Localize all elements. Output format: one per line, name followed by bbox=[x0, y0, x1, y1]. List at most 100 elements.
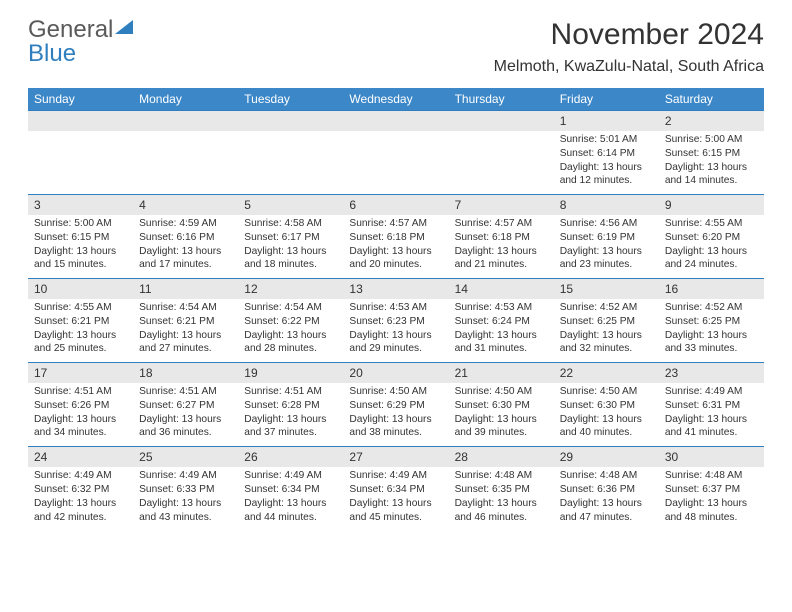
daylight-text: Daylight: 13 hours and 44 minutes. bbox=[244, 497, 337, 525]
day-data-cell: Sunrise: 4:49 AMSunset: 6:33 PMDaylight:… bbox=[133, 467, 238, 530]
sunrise-text: Sunrise: 5:01 AM bbox=[560, 133, 653, 147]
day-header: Monday bbox=[133, 88, 238, 111]
sunset-text: Sunset: 6:23 PM bbox=[349, 315, 442, 329]
sunset-text: Sunset: 6:14 PM bbox=[560, 147, 653, 161]
day-data-cell: Sunrise: 4:52 AMSunset: 6:25 PMDaylight:… bbox=[659, 299, 764, 363]
day-number-cell: 13 bbox=[343, 279, 448, 300]
day-number-cell: 16 bbox=[659, 279, 764, 300]
sunrise-text: Sunrise: 4:48 AM bbox=[455, 469, 548, 483]
sunset-text: Sunset: 6:31 PM bbox=[665, 399, 758, 413]
day-data-cell: Sunrise: 4:57 AMSunset: 6:18 PMDaylight:… bbox=[449, 215, 554, 279]
sunrise-text: Sunrise: 4:51 AM bbox=[34, 385, 127, 399]
sunset-text: Sunset: 6:18 PM bbox=[349, 231, 442, 245]
daylight-text: Daylight: 13 hours and 43 minutes. bbox=[139, 497, 232, 525]
daylight-text: Daylight: 13 hours and 29 minutes. bbox=[349, 329, 442, 357]
day-data-cell: Sunrise: 4:55 AMSunset: 6:20 PMDaylight:… bbox=[659, 215, 764, 279]
day-data-cell: Sunrise: 4:52 AMSunset: 6:25 PMDaylight:… bbox=[554, 299, 659, 363]
day-data-cell: Sunrise: 4:50 AMSunset: 6:29 PMDaylight:… bbox=[343, 383, 448, 447]
sunset-text: Sunset: 6:15 PM bbox=[665, 147, 758, 161]
sunrise-text: Sunrise: 4:52 AM bbox=[560, 301, 653, 315]
daylight-text: Daylight: 13 hours and 40 minutes. bbox=[560, 413, 653, 441]
day-header: Saturday bbox=[659, 88, 764, 111]
sunrise-text: Sunrise: 4:48 AM bbox=[560, 469, 653, 483]
day-number-cell: 29 bbox=[554, 447, 659, 468]
day-number-cell: 5 bbox=[238, 195, 343, 216]
day-number-cell: 3 bbox=[28, 195, 133, 216]
day-number-cell: 27 bbox=[343, 447, 448, 468]
day-number-cell: 24 bbox=[28, 447, 133, 468]
daylight-text: Daylight: 13 hours and 14 minutes. bbox=[665, 161, 758, 189]
day-data-cell: Sunrise: 4:50 AMSunset: 6:30 PMDaylight:… bbox=[449, 383, 554, 447]
daylight-text: Daylight: 13 hours and 25 minutes. bbox=[34, 329, 127, 357]
daylight-text: Daylight: 13 hours and 18 minutes. bbox=[244, 245, 337, 273]
day-number-cell: 28 bbox=[449, 447, 554, 468]
day-number-cell: 14 bbox=[449, 279, 554, 300]
day-data-cell: Sunrise: 4:48 AMSunset: 6:35 PMDaylight:… bbox=[449, 467, 554, 530]
sunrise-text: Sunrise: 4:50 AM bbox=[455, 385, 548, 399]
sunset-text: Sunset: 6:19 PM bbox=[560, 231, 653, 245]
page-subtitle: Melmoth, KwaZulu-Natal, South Africa bbox=[494, 58, 764, 76]
daylight-text: Daylight: 13 hours and 20 minutes. bbox=[349, 245, 442, 273]
logo-line1: General bbox=[28, 16, 113, 43]
sunset-text: Sunset: 6:24 PM bbox=[455, 315, 548, 329]
day-data-cell: Sunrise: 4:57 AMSunset: 6:18 PMDaylight:… bbox=[343, 215, 448, 279]
logo: General Blue bbox=[28, 18, 133, 66]
day-data-cell bbox=[238, 131, 343, 195]
sunrise-text: Sunrise: 4:50 AM bbox=[560, 385, 653, 399]
day-number-row: 24252627282930 bbox=[28, 447, 764, 468]
day-header: Sunday bbox=[28, 88, 133, 111]
daylight-text: Daylight: 13 hours and 48 minutes. bbox=[665, 497, 758, 525]
daylight-text: Daylight: 13 hours and 32 minutes. bbox=[560, 329, 653, 357]
day-data-cell bbox=[28, 131, 133, 195]
sunrise-text: Sunrise: 4:55 AM bbox=[665, 217, 758, 231]
sunset-text: Sunset: 6:27 PM bbox=[139, 399, 232, 413]
day-number-row: 17181920212223 bbox=[28, 363, 764, 384]
day-data-cell: Sunrise: 4:51 AMSunset: 6:26 PMDaylight:… bbox=[28, 383, 133, 447]
sunset-text: Sunset: 6:26 PM bbox=[34, 399, 127, 413]
day-data-cell: Sunrise: 4:49 AMSunset: 6:31 PMDaylight:… bbox=[659, 383, 764, 447]
sunrise-text: Sunrise: 4:56 AM bbox=[560, 217, 653, 231]
calendar-table: SundayMondayTuesdayWednesdayThursdayFrid… bbox=[28, 88, 764, 530]
day-number-cell: 23 bbox=[659, 363, 764, 384]
day-data-cell bbox=[449, 131, 554, 195]
day-data-row: Sunrise: 5:00 AMSunset: 6:15 PMDaylight:… bbox=[28, 215, 764, 279]
day-data-cell: Sunrise: 4:48 AMSunset: 6:37 PMDaylight:… bbox=[659, 467, 764, 530]
sunset-text: Sunset: 6:34 PM bbox=[244, 483, 337, 497]
daylight-text: Daylight: 13 hours and 24 minutes. bbox=[665, 245, 758, 273]
day-number-cell: 21 bbox=[449, 363, 554, 384]
daylight-text: Daylight: 13 hours and 42 minutes. bbox=[34, 497, 127, 525]
day-data-cell: Sunrise: 4:53 AMSunset: 6:23 PMDaylight:… bbox=[343, 299, 448, 363]
day-number-cell: 15 bbox=[554, 279, 659, 300]
sunrise-text: Sunrise: 4:48 AM bbox=[665, 469, 758, 483]
sunrise-text: Sunrise: 4:54 AM bbox=[244, 301, 337, 315]
sunset-text: Sunset: 6:33 PM bbox=[139, 483, 232, 497]
day-data-cell: Sunrise: 4:59 AMSunset: 6:16 PMDaylight:… bbox=[133, 215, 238, 279]
day-data-cell: Sunrise: 4:54 AMSunset: 6:22 PMDaylight:… bbox=[238, 299, 343, 363]
daylight-text: Daylight: 13 hours and 28 minutes. bbox=[244, 329, 337, 357]
sunrise-text: Sunrise: 4:51 AM bbox=[244, 385, 337, 399]
day-number-cell bbox=[133, 111, 238, 132]
day-number-cell: 19 bbox=[238, 363, 343, 384]
sunset-text: Sunset: 6:25 PM bbox=[560, 315, 653, 329]
daylight-text: Daylight: 13 hours and 15 minutes. bbox=[34, 245, 127, 273]
day-data-cell: Sunrise: 4:49 AMSunset: 6:34 PMDaylight:… bbox=[238, 467, 343, 530]
sunrise-text: Sunrise: 4:57 AM bbox=[349, 217, 442, 231]
daylight-text: Daylight: 13 hours and 38 minutes. bbox=[349, 413, 442, 441]
day-data-cell: Sunrise: 4:53 AMSunset: 6:24 PMDaylight:… bbox=[449, 299, 554, 363]
day-number-cell: 1 bbox=[554, 111, 659, 132]
day-number-cell: 7 bbox=[449, 195, 554, 216]
sunset-text: Sunset: 6:16 PM bbox=[139, 231, 232, 245]
day-header-row: SundayMondayTuesdayWednesdayThursdayFrid… bbox=[28, 88, 764, 111]
logo-line2: Blue bbox=[28, 40, 76, 67]
day-data-cell: Sunrise: 5:00 AMSunset: 6:15 PMDaylight:… bbox=[28, 215, 133, 279]
daylight-text: Daylight: 13 hours and 45 minutes. bbox=[349, 497, 442, 525]
day-data-cell bbox=[133, 131, 238, 195]
sunrise-text: Sunrise: 4:50 AM bbox=[349, 385, 442, 399]
sunset-text: Sunset: 6:30 PM bbox=[560, 399, 653, 413]
day-data-cell: Sunrise: 4:58 AMSunset: 6:17 PMDaylight:… bbox=[238, 215, 343, 279]
daylight-text: Daylight: 13 hours and 34 minutes. bbox=[34, 413, 127, 441]
day-number-cell bbox=[343, 111, 448, 132]
day-number-cell: 25 bbox=[133, 447, 238, 468]
sunset-text: Sunset: 6:21 PM bbox=[34, 315, 127, 329]
daylight-text: Daylight: 13 hours and 17 minutes. bbox=[139, 245, 232, 273]
